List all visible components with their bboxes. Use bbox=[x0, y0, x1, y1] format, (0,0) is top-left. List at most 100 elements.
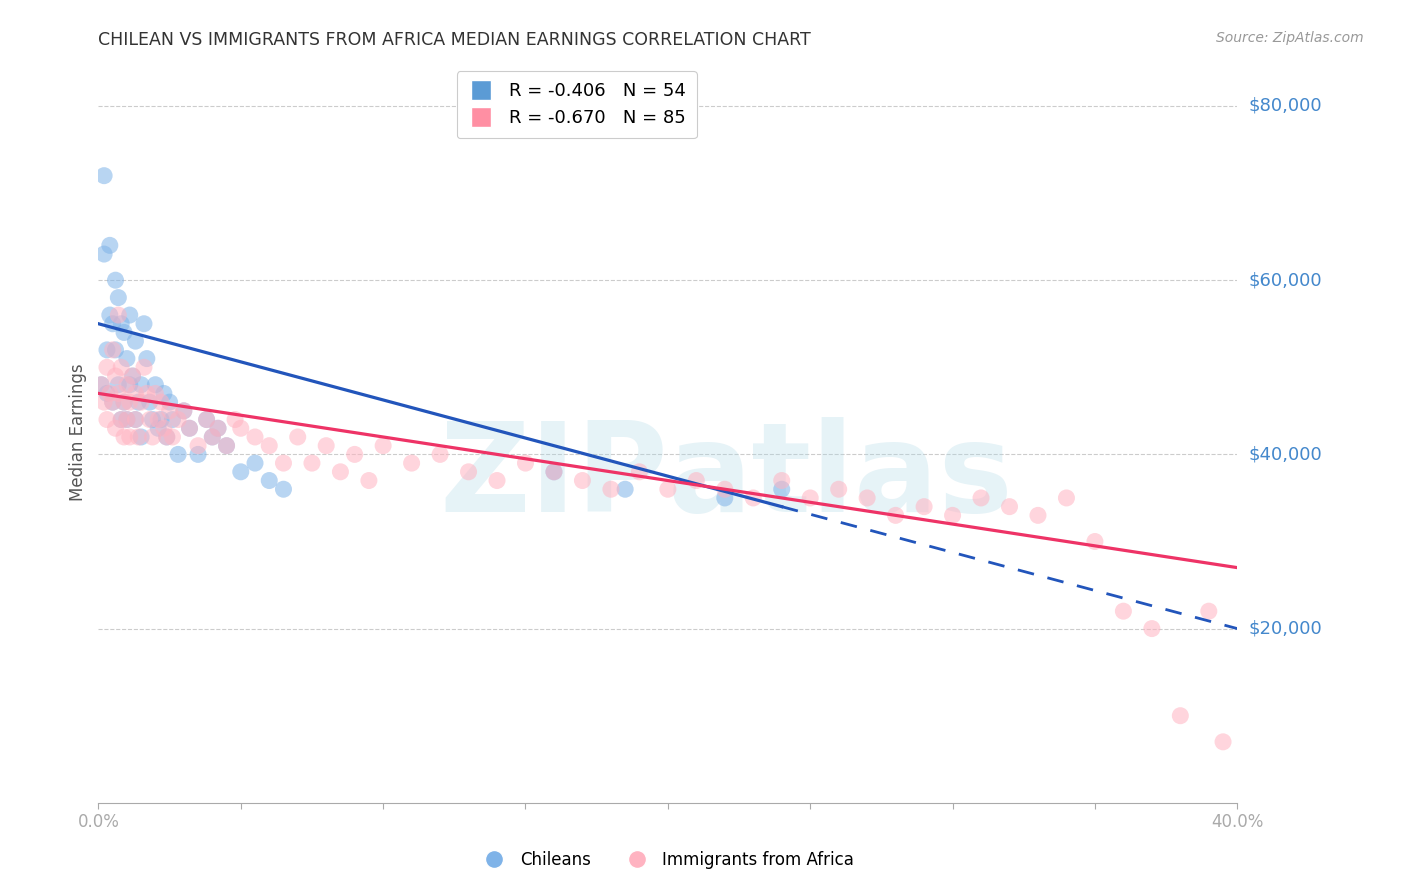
Point bbox=[124, 412, 146, 426]
Point bbox=[287, 430, 309, 444]
Text: $40,000: $40,000 bbox=[1249, 445, 1322, 464]
Point bbox=[179, 421, 201, 435]
Point bbox=[138, 395, 160, 409]
Point bbox=[970, 491, 993, 505]
Point bbox=[110, 317, 132, 331]
Point bbox=[121, 369, 143, 384]
Point bbox=[159, 395, 181, 409]
Point bbox=[93, 247, 115, 261]
Point bbox=[486, 474, 509, 488]
Point bbox=[104, 369, 127, 384]
Point bbox=[118, 308, 141, 322]
Point bbox=[1084, 534, 1107, 549]
Point bbox=[107, 386, 129, 401]
Point bbox=[101, 395, 124, 409]
Point bbox=[115, 412, 138, 426]
Point bbox=[912, 500, 935, 514]
Point bbox=[90, 377, 112, 392]
Point bbox=[884, 508, 907, 523]
Point bbox=[315, 439, 337, 453]
Point bbox=[112, 395, 135, 409]
Point bbox=[187, 439, 209, 453]
Point bbox=[124, 334, 146, 348]
Point bbox=[243, 430, 266, 444]
Point bbox=[121, 369, 143, 384]
Point bbox=[600, 482, 623, 496]
Point bbox=[118, 430, 141, 444]
Point bbox=[159, 404, 181, 418]
Point bbox=[195, 412, 218, 426]
Y-axis label: Median Earnings: Median Earnings bbox=[69, 364, 87, 501]
Point bbox=[124, 386, 146, 401]
Text: $80,000: $80,000 bbox=[1249, 97, 1322, 115]
Point bbox=[685, 474, 707, 488]
Point bbox=[657, 482, 679, 496]
Point bbox=[301, 456, 323, 470]
Point bbox=[201, 430, 224, 444]
Point bbox=[1198, 604, 1220, 618]
Point bbox=[96, 386, 118, 401]
Point bbox=[1140, 622, 1163, 636]
Point bbox=[173, 404, 195, 418]
Point bbox=[828, 482, 851, 496]
Point bbox=[150, 412, 173, 426]
Point bbox=[112, 395, 135, 409]
Point bbox=[215, 439, 238, 453]
Point bbox=[156, 430, 179, 444]
Point bbox=[1170, 708, 1192, 723]
Point bbox=[224, 412, 246, 426]
Point bbox=[135, 386, 157, 401]
Point bbox=[145, 386, 167, 401]
Point bbox=[1212, 735, 1234, 749]
Point bbox=[343, 447, 366, 461]
Point bbox=[1056, 491, 1078, 505]
Point bbox=[107, 377, 129, 392]
Point bbox=[127, 395, 149, 409]
Point bbox=[96, 360, 118, 375]
Point bbox=[115, 351, 138, 366]
Point bbox=[173, 404, 195, 418]
Point bbox=[329, 465, 352, 479]
Point bbox=[110, 412, 132, 426]
Point bbox=[127, 430, 149, 444]
Point bbox=[714, 482, 737, 496]
Point bbox=[141, 430, 163, 444]
Point bbox=[93, 169, 115, 183]
Point bbox=[129, 430, 152, 444]
Point bbox=[110, 360, 132, 375]
Point bbox=[107, 308, 129, 322]
Point bbox=[179, 421, 201, 435]
Point bbox=[112, 430, 135, 444]
Point bbox=[104, 343, 127, 357]
Point bbox=[90, 377, 112, 392]
Point bbox=[153, 386, 176, 401]
Point bbox=[1112, 604, 1135, 618]
Point bbox=[1026, 508, 1049, 523]
Point bbox=[141, 412, 163, 426]
Point bbox=[243, 456, 266, 470]
Point bbox=[98, 308, 121, 322]
Point bbox=[515, 456, 537, 470]
Text: CHILEAN VS IMMIGRANTS FROM AFRICA MEDIAN EARNINGS CORRELATION CHART: CHILEAN VS IMMIGRANTS FROM AFRICA MEDIAN… bbox=[98, 31, 811, 49]
Point bbox=[96, 412, 118, 426]
Point bbox=[150, 395, 173, 409]
Point bbox=[215, 439, 238, 453]
Point bbox=[229, 465, 252, 479]
Point bbox=[93, 395, 115, 409]
Point bbox=[138, 412, 160, 426]
Point bbox=[104, 421, 127, 435]
Point bbox=[129, 377, 152, 392]
Point bbox=[195, 412, 218, 426]
Point bbox=[998, 500, 1021, 514]
Point bbox=[153, 421, 176, 435]
Point bbox=[942, 508, 965, 523]
Point bbox=[101, 317, 124, 331]
Point bbox=[132, 360, 155, 375]
Point bbox=[118, 395, 141, 409]
Point bbox=[115, 377, 138, 392]
Point bbox=[107, 291, 129, 305]
Point bbox=[124, 412, 146, 426]
Point bbox=[714, 491, 737, 505]
Point bbox=[101, 343, 124, 357]
Point bbox=[148, 412, 170, 426]
